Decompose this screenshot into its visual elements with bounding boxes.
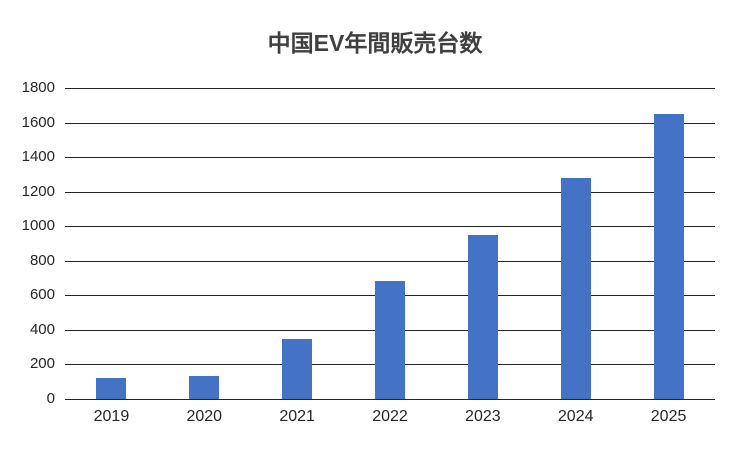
bar-2022 — [375, 280, 405, 399]
gridline — [65, 88, 715, 89]
y-axis: 0 200 400 600 800 1000 1200 1400 1600 1800 — [0, 0, 55, 449]
y-tick-label: 600 — [29, 286, 55, 304]
x-tick-label: 2023 — [465, 408, 501, 425]
y-tick-label: 1200 — [21, 182, 55, 200]
bar-2024 — [560, 177, 591, 399]
gridline — [65, 157, 715, 159]
gridline — [65, 260, 715, 262]
x-tick-label: 2022 — [372, 408, 408, 425]
y-tick-label: 1000 — [21, 217, 55, 235]
x-axis-line — [65, 399, 715, 400]
bar-2020 — [189, 375, 220, 399]
x-tick-label: 2021 — [279, 408, 315, 425]
bar-2025 — [653, 113, 684, 399]
gridline — [65, 191, 715, 193]
x-tick-label: 2019 — [93, 408, 130, 425]
y-tick-label: 400 — [29, 320, 55, 338]
y-tick-label: 0 — [46, 390, 55, 407]
chart-title: 中国EV年間販売台数 — [267, 30, 483, 56]
x-tick-label: 2024 — [557, 408, 594, 425]
y-tick-label: 200 — [29, 355, 55, 373]
y-tick-label: 800 — [29, 251, 55, 269]
y-tick-label: 1800 — [21, 79, 55, 96]
bar-2023 — [467, 234, 498, 399]
y-tick-label: 1400 — [21, 148, 55, 166]
bar-2021 — [282, 338, 313, 399]
gridline — [65, 226, 715, 228]
x-tick-label: 2025 — [650, 408, 687, 425]
gridline — [65, 122, 715, 124]
x-tick-label: 2020 — [186, 408, 223, 425]
y-tick-label: 1600 — [21, 113, 55, 131]
plot-area — [65, 88, 715, 400]
bar-2019 — [96, 378, 127, 399]
